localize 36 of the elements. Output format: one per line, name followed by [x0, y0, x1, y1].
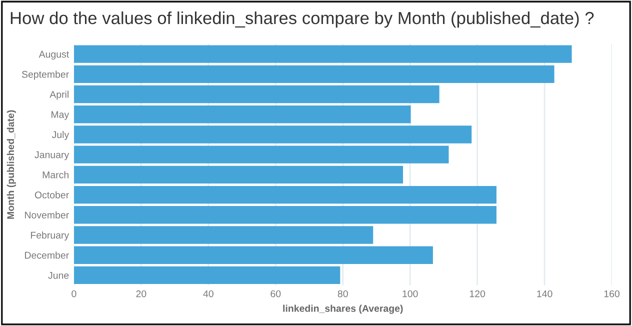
y-tick-label: October: [34, 191, 69, 198]
bar: [74, 166, 404, 184]
bar: [74, 226, 374, 244]
x-tick-label: 20: [136, 290, 146, 298]
bar: [74, 85, 440, 104]
y-tick-label: September: [22, 70, 69, 80]
bar: [74, 266, 340, 284]
x-tick-label: 160: [604, 290, 620, 298]
y-tick-label: November: [25, 211, 69, 219]
bar: [74, 126, 472, 144]
x-tick-label: 40: [203, 290, 214, 298]
x-axis-title: linkedin_shares (Average): [283, 304, 403, 314]
x-tick-label: 80: [338, 290, 348, 298]
y-tick-label: January: [34, 151, 70, 160]
x-tick-label: 60: [270, 290, 281, 298]
y-tick-label: August: [38, 50, 70, 60]
bar: [74, 45, 572, 63]
y-tick-label: May: [52, 111, 70, 120]
y-tick-label: March: [42, 171, 68, 178]
bar: [74, 206, 496, 224]
bar: [74, 186, 496, 204]
y-tick-label: June: [48, 272, 69, 279]
chart-title: How do the values of linkedin_shares compare by Month (published_date) ?: [10, 11, 594, 28]
y-tick-label: April: [50, 90, 68, 100]
x-tick-label: 140: [537, 290, 552, 298]
x-tick-label: 100: [402, 290, 418, 298]
bar: [74, 65, 554, 84]
bar: [74, 106, 411, 124]
x-tick-label: 0: [72, 290, 76, 298]
x-tick-label: 120: [470, 290, 486, 298]
y-tick-label: December: [25, 252, 69, 259]
y-tick-label: February: [30, 231, 70, 241]
y-axis-title: Month (published_date): [6, 110, 16, 219]
bar: [74, 246, 433, 264]
bar: [74, 146, 449, 164]
y-tick-label: July: [52, 130, 70, 140]
